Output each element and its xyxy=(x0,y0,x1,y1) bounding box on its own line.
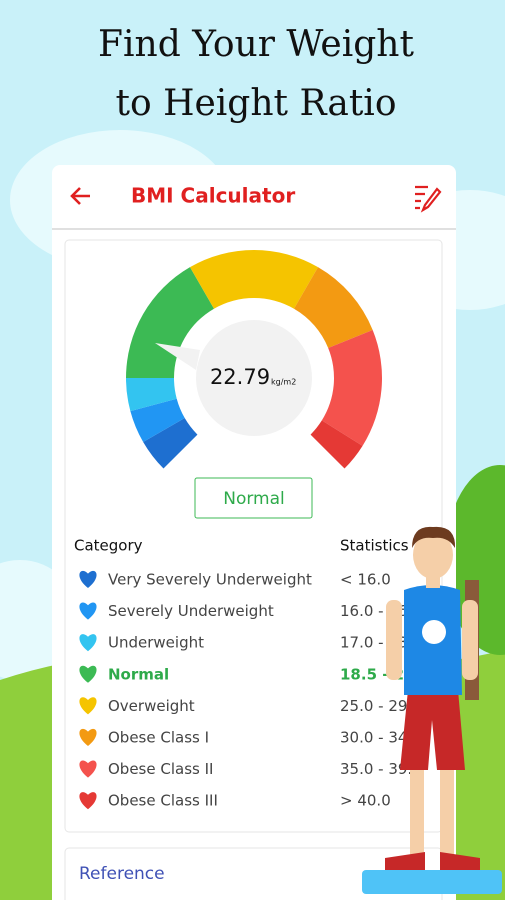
category-name: Obese Class I xyxy=(108,729,209,747)
bmi-unit: kg/m2 xyxy=(271,378,296,387)
category-name: Very Severely Underweight xyxy=(108,571,312,589)
heart-icon xyxy=(79,760,97,778)
category-name: Obese Class III xyxy=(108,792,218,810)
category-name: Overweight xyxy=(108,697,195,715)
category-name: Severely Underweight xyxy=(108,602,274,620)
gauge-segment xyxy=(294,267,373,349)
gauge-segment xyxy=(126,267,214,378)
status-text: Normal xyxy=(223,489,285,509)
category-table: Very Severely Underweight < 16.0 Severely … xyxy=(79,570,431,810)
gauge-segment xyxy=(126,378,177,412)
heart-icon xyxy=(79,665,97,683)
heart-icon xyxy=(79,697,97,715)
headline: to Height Ratio xyxy=(116,83,397,124)
category-name: Underweight xyxy=(108,634,204,652)
category-range: 25.0 - 29.9 xyxy=(340,697,422,715)
divider xyxy=(52,228,456,230)
edit-button[interactable] xyxy=(415,185,442,213)
back-button[interactable] xyxy=(70,187,90,205)
category-range: > 40.0 xyxy=(340,792,391,810)
gauge-segment xyxy=(130,398,185,442)
table-header: Category xyxy=(74,537,143,555)
gauge-pointer xyxy=(155,343,200,370)
heart-icon xyxy=(79,634,97,652)
gauge-segment xyxy=(310,420,363,469)
heart-icon xyxy=(79,728,97,746)
reference-title: Reference xyxy=(79,864,165,884)
person xyxy=(362,526,502,894)
headline: Find Your Weight xyxy=(98,24,414,65)
status-badge xyxy=(194,477,313,519)
heart-icon xyxy=(79,792,97,810)
app-title: BMI Calculator xyxy=(131,184,295,208)
heart-icon xyxy=(79,602,97,620)
table-header: Statistics xyxy=(340,537,409,555)
gauge-segment xyxy=(143,418,198,469)
category-name: Obese Class II xyxy=(108,760,213,778)
category-range: < 16.0 xyxy=(340,571,391,589)
gauge-center xyxy=(196,320,312,436)
heart-icon xyxy=(79,570,97,588)
bmi-value: 22.79 xyxy=(210,365,270,389)
gauge-segment xyxy=(321,330,383,446)
category-name: Normal xyxy=(108,665,169,683)
gauge xyxy=(126,249,383,469)
gauge-segment xyxy=(190,249,318,309)
category-range: 30.0 - 34.9 xyxy=(340,729,422,747)
